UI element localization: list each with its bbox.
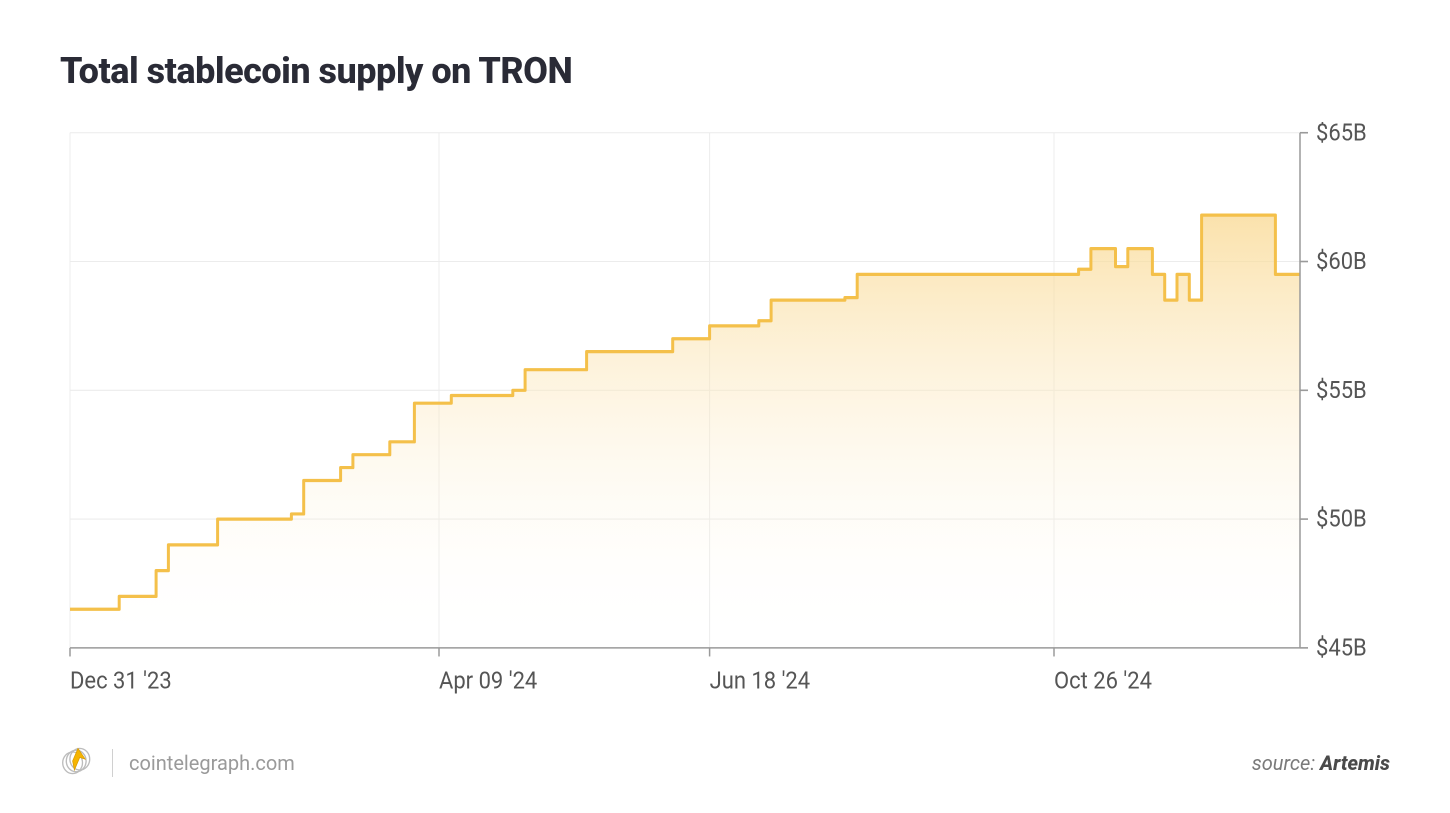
svg-text:Dec 31 '23: Dec 31 '23 (70, 667, 172, 695)
brand-label: cointelegraph.com (129, 751, 295, 775)
svg-text:$45B: $45B (1316, 634, 1367, 662)
page-root: Total stablecoin supply on TRON $45B $50B… (0, 0, 1450, 813)
chart-container: $45B $50B $55B $60B $65B Dec 31 '23 Apr 09 '24… (60, 122, 1390, 723)
source-label: source: Artemis (1252, 751, 1390, 775)
chart-title: Total stablecoin supply on TRON (60, 50, 1390, 92)
svg-text:Oct 26 '24: Oct 26 '24 (1054, 667, 1152, 695)
svg-text:$60B: $60B (1316, 247, 1367, 275)
footer-left: cointelegraph.com (60, 743, 295, 783)
source-prefix: source: (1252, 751, 1320, 775)
area-chart: $45B $50B $55B $60B $65B Dec 31 '23 Apr 09 '24… (60, 122, 1390, 723)
svg-text:Apr 09 '24: Apr 09 '24 (439, 667, 537, 695)
svg-text:$55B: $55B (1316, 376, 1367, 404)
footer-divider (112, 749, 113, 777)
cointelegraph-logo-icon (60, 743, 96, 783)
svg-text:Jun 18 '24: Jun 18 '24 (710, 667, 811, 695)
svg-text:$65B: $65B (1316, 122, 1367, 146)
source-name: Artemis (1320, 751, 1390, 775)
footer: cointelegraph.com source: Artemis (60, 743, 1390, 783)
svg-text:$50B: $50B (1316, 505, 1367, 533)
